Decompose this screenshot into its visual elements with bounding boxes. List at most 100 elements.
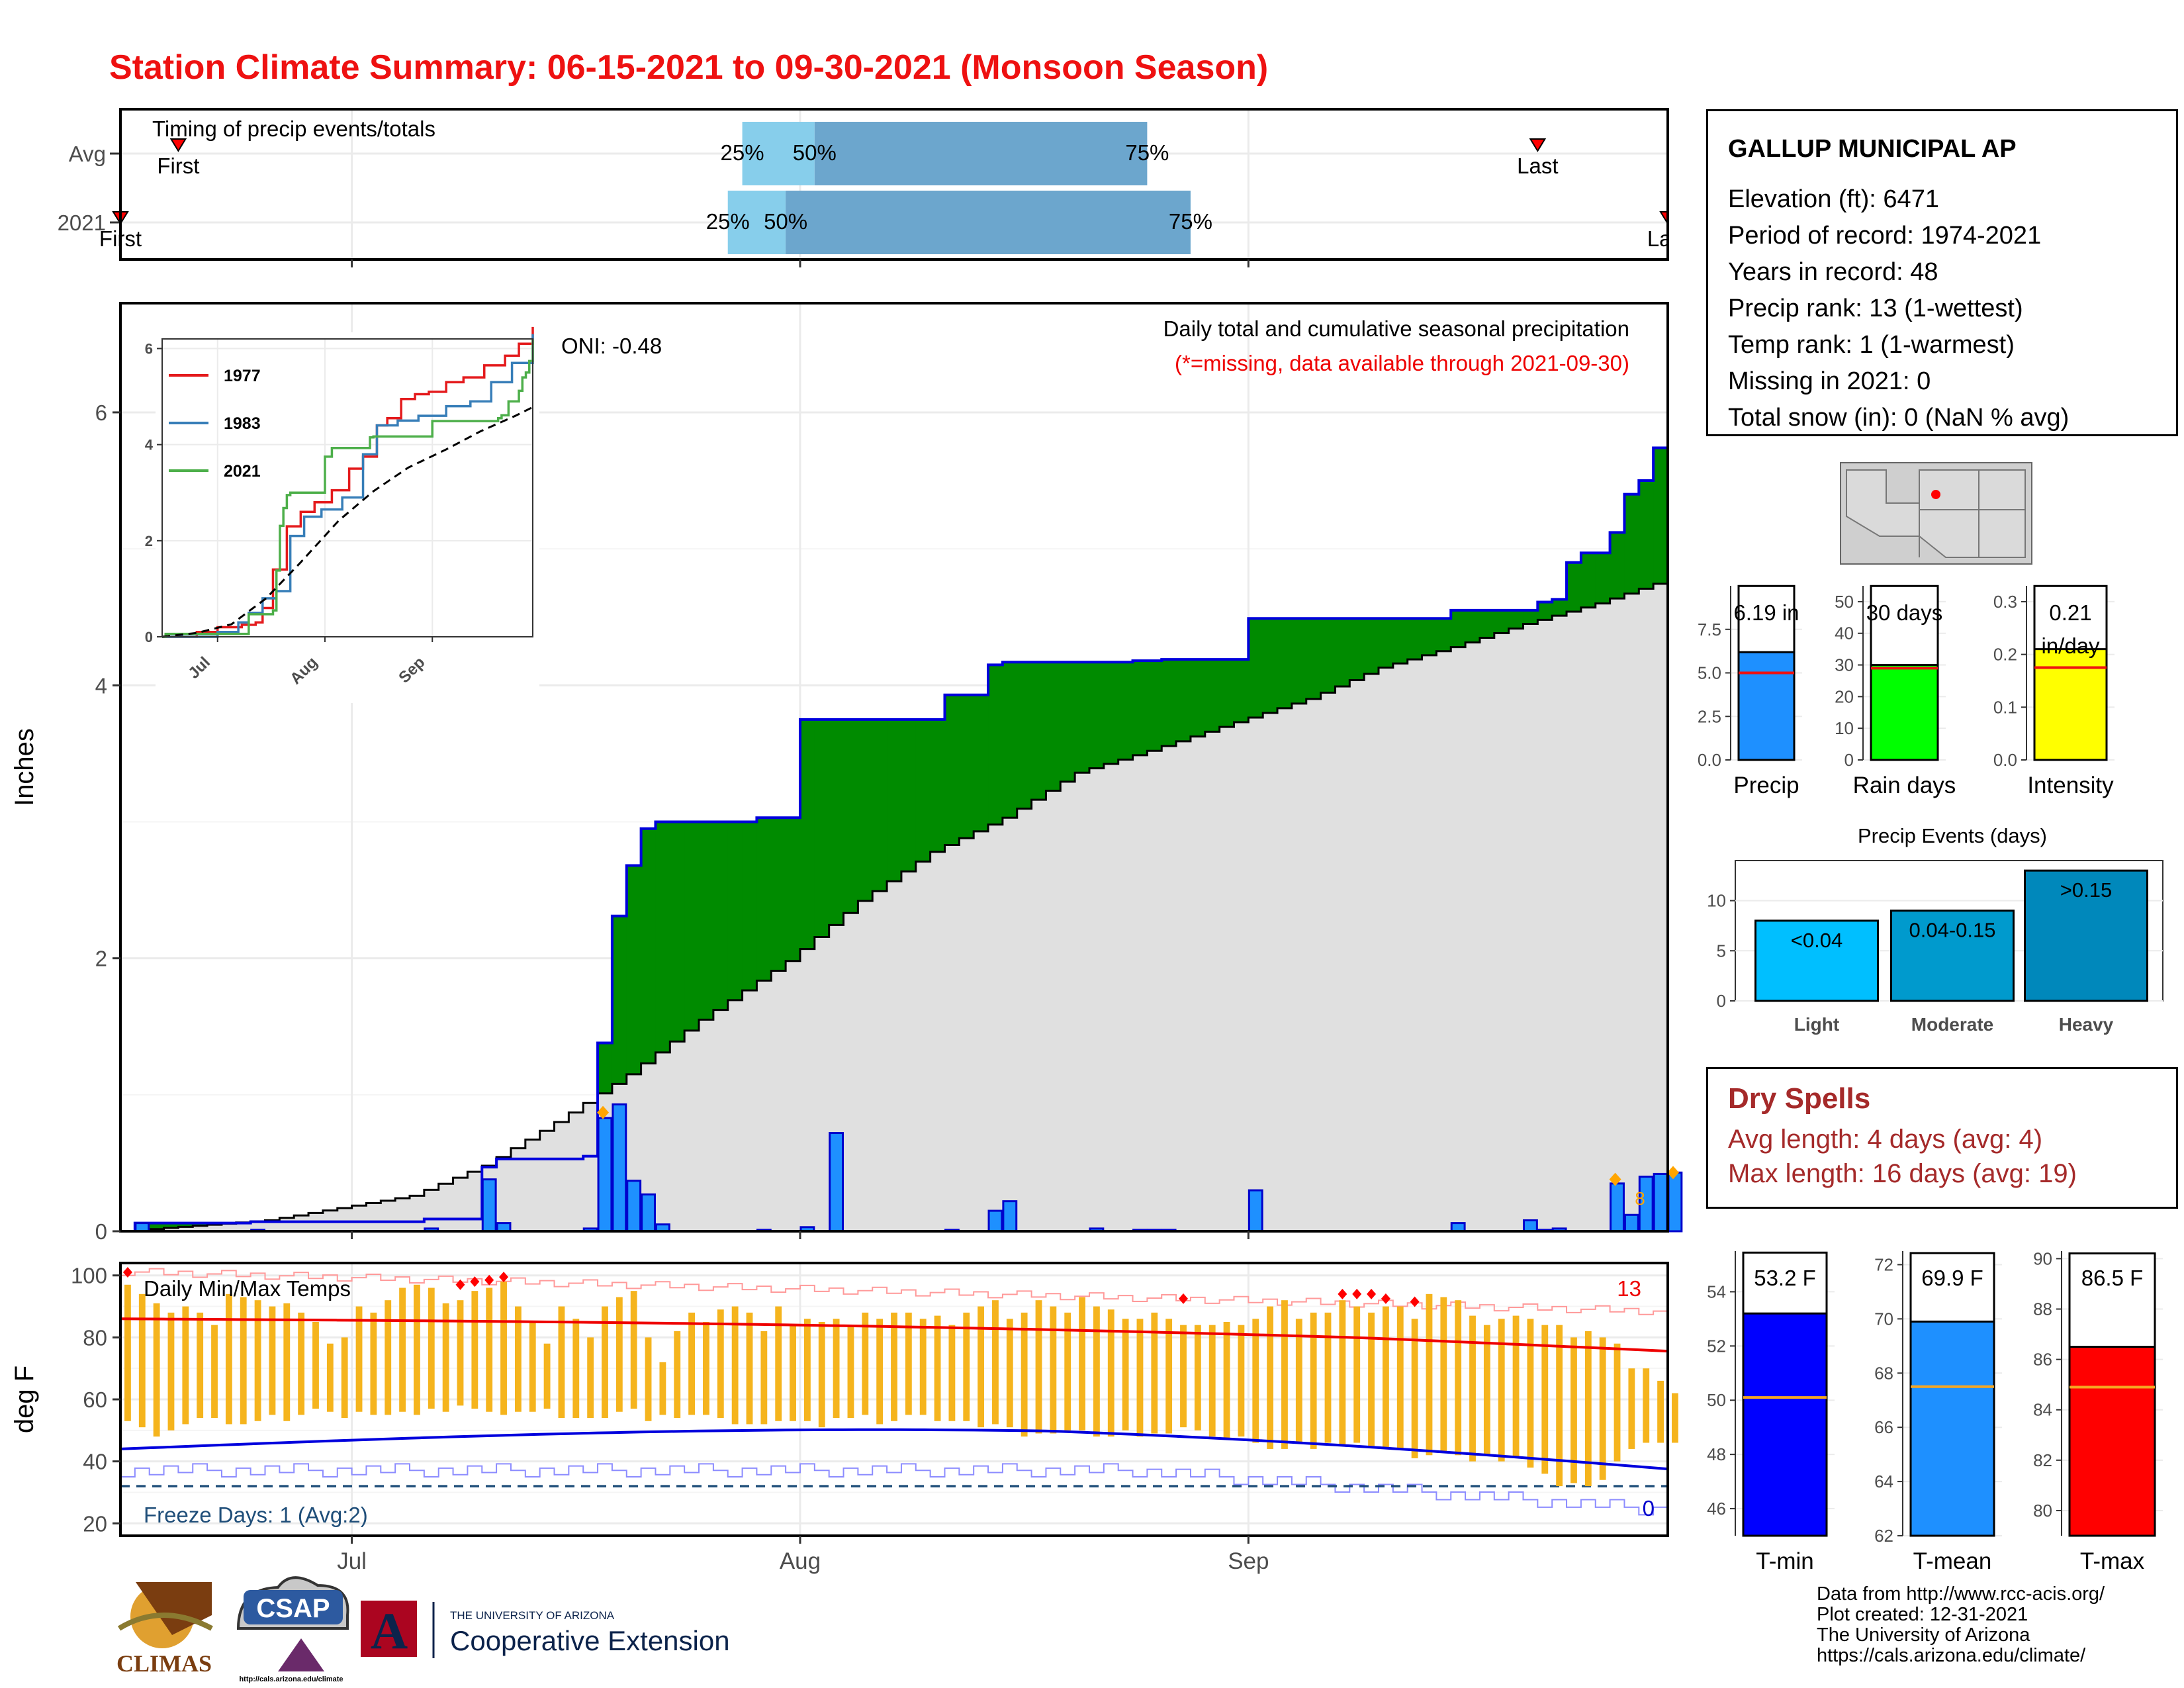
precip-surplus-fill <box>1060 662 1075 782</box>
timing-panel-border <box>119 108 1669 261</box>
temp-y-tick-label: 60 <box>83 1387 107 1412</box>
precip-y-tick-label: 4 <box>95 673 107 698</box>
precip-surplus-fill <box>1537 602 1553 620</box>
precip-surplus-fill <box>872 719 887 892</box>
timing-pct-label: 25% <box>721 140 764 165</box>
ua-logo-bottom-text: Cooperative Extension <box>450 1625 730 1656</box>
tmax-bar-value-bar <box>2068 1346 2156 1537</box>
map-station-dot <box>1931 490 1940 499</box>
precip-surplus-fill <box>1610 532 1625 599</box>
credit-data-source: Data from http://www.rcc-acis.org/ <box>1817 1583 2105 1605</box>
temp-daily-bar <box>1165 1319 1173 1434</box>
dry-avg-length: Avg length: 4 days (avg: 4) <box>1728 1125 2043 1154</box>
temp-daily-bar <box>630 1291 637 1409</box>
precip-surplus-fill <box>655 821 670 1053</box>
precip-surplus-fill <box>887 719 902 882</box>
precip-surplus-fill <box>959 694 974 839</box>
temp-daily-bar <box>326 1343 334 1412</box>
precip-mini-bar-value-label: 6.19 in <box>1733 600 1799 625</box>
station-missing: Missing in 2021: 0 <box>1728 367 1931 395</box>
temp-daily-bar <box>862 1312 869 1415</box>
precip-surplus-fill <box>684 821 700 1031</box>
temp-daily-bar <box>211 1325 218 1419</box>
temp-y-axis-label: deg F <box>10 1366 39 1433</box>
precip-surplus-fill <box>1378 618 1394 668</box>
temp-daily-bar <box>428 1288 435 1409</box>
precip-avg-area <box>120 579 1668 1231</box>
precip-surplus-fill <box>1161 659 1177 747</box>
temp-daily-bar <box>471 1291 478 1409</box>
temp-daily-bar <box>1599 1337 1606 1480</box>
temp-daily-bar <box>978 1306 985 1428</box>
tmax-bar-y-tick-label: 84 <box>2033 1400 2052 1420</box>
inset-line-1983 <box>162 334 534 638</box>
precip-daily-bar <box>1002 1200 1018 1233</box>
temp-daily-bar <box>543 1343 551 1409</box>
precip-mini-bar-y-tick-label: 0.0 <box>1698 750 1721 770</box>
temp-daily-bar <box>790 1325 796 1421</box>
precip-obs-line <box>120 386 1669 1233</box>
ua-logo-letter: A <box>371 1602 408 1660</box>
station-name: GALLUP MUNICIPAL AP <box>1728 135 2017 163</box>
precip-daily-bar <box>641 1193 656 1233</box>
temp-daily-bar <box>891 1312 897 1421</box>
precip-daily-bar <box>626 1180 642 1233</box>
temp-daily-bar <box>731 1306 739 1425</box>
temp-freeze-count: 0 <box>1643 1496 1655 1521</box>
temp-record-marker <box>1179 1293 1189 1304</box>
tmin-bar-y-tick-label: 48 <box>1707 1444 1726 1464</box>
precip-surplus-fill <box>1017 662 1032 809</box>
temp-daily-bar <box>1541 1325 1549 1474</box>
temp-daily-bar <box>1556 1325 1563 1487</box>
temp-daily-bar <box>1382 1306 1389 1449</box>
temp-daily-bar <box>1483 1325 1490 1456</box>
csap-logo-url: http://cals.arizona.edu/climate <box>239 1675 343 1683</box>
station-lines: Elevation (ft): 6471 Period of record: 1… <box>1728 181 2069 436</box>
climas-logo-text: CLIMAS <box>116 1650 212 1677</box>
precip-daily-bar <box>481 1178 497 1233</box>
intensity-mini-bar-value-label-2: in/day <box>2041 633 2100 658</box>
precip-surplus-fill <box>930 719 946 852</box>
precip-surplus-fill <box>1595 553 1611 604</box>
temp-daily-bar <box>1267 1306 1274 1449</box>
precip-y-axis-label: Inches <box>10 728 39 806</box>
temp-daily-bar <box>558 1306 565 1419</box>
temp-daily-bar <box>1396 1306 1404 1449</box>
temp-x-tick-label: Aug <box>780 1548 821 1574</box>
precip-surplus-fill <box>799 719 815 949</box>
precip-mini-bar-y-tick-label: 5.0 <box>1698 663 1721 683</box>
precip-surplus-fill <box>858 719 873 902</box>
ua-logo-block <box>361 1601 417 1657</box>
precip-events-chart: Precip Events (days) <0.04 Light 0.04-0.15 M… <box>1707 824 2163 1035</box>
temp-avg_min-line <box>120 1428 1668 1471</box>
precip-surplus-fill <box>713 821 729 1010</box>
temp-daily-bar <box>587 1337 594 1419</box>
precip-surplus-fill <box>626 865 642 1074</box>
temp-daily-bar <box>442 1303 449 1412</box>
temp-x-tick-label: Sep <box>1228 1548 1269 1574</box>
timing-panel-label: Timing of precip events/totals <box>152 117 435 141</box>
temp-daily-bar <box>803 1319 811 1421</box>
temp-daily-bar <box>1107 1309 1115 1437</box>
temp-daily-bar <box>1426 1293 1433 1456</box>
inset-legend-label-2021: 2021 <box>224 462 261 481</box>
precip-surplus-fill <box>149 1223 165 1229</box>
rain-days-mini-bar-axis-label: Rain days <box>1853 773 1956 798</box>
temp-daily-bar <box>688 1312 696 1415</box>
precip-surplus-fill <box>1248 618 1263 718</box>
precip-surplus-fill <box>1653 447 1668 584</box>
precip-surplus-fill <box>901 719 917 872</box>
station-info-box: GALLUP MUNICIPAL AP Elevation (ft): 6471… <box>1706 109 2178 436</box>
precip-surplus-fill <box>1508 610 1524 629</box>
temp-record-marker <box>484 1274 494 1286</box>
precip-surplus-fill <box>1320 618 1336 693</box>
temp-daily-bar <box>312 1321 319 1409</box>
precip-surplus-fill <box>1349 618 1365 680</box>
precip-surplus-fill <box>974 694 989 831</box>
tmax-bar-y-tick-label: 88 <box>2033 1299 2052 1319</box>
temp-record-marker <box>1410 1296 1420 1307</box>
temp-daily-bar <box>1223 1321 1230 1440</box>
precip-surplus-fill <box>1190 659 1206 737</box>
precip-surplus-fill <box>944 694 960 845</box>
